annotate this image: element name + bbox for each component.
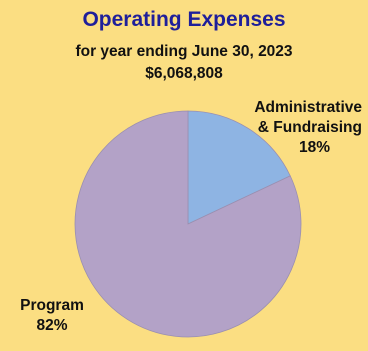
slice-label-administrative: Administrative & Fundraising 18%: [212, 98, 362, 158]
slice-percent: 82%: [36, 317, 68, 334]
pie-slice-administrative: [187, 110, 291, 225]
slice-label-program: Program 82%: [6, 296, 98, 336]
pie-slice-program: [74, 110, 302, 338]
slice-label-line: & Fundraising: [257, 119, 362, 136]
chart-total: $6,068,808: [145, 65, 223, 82]
slice-percent: 18%: [298, 139, 330, 156]
chart-subtitle: for year ending June 30, 2023: [75, 43, 293, 60]
slice-label-line: Administrative: [254, 99, 362, 116]
chart-title: Operating Expenses: [82, 8, 286, 31]
slice-label-line: Program: [20, 297, 84, 314]
